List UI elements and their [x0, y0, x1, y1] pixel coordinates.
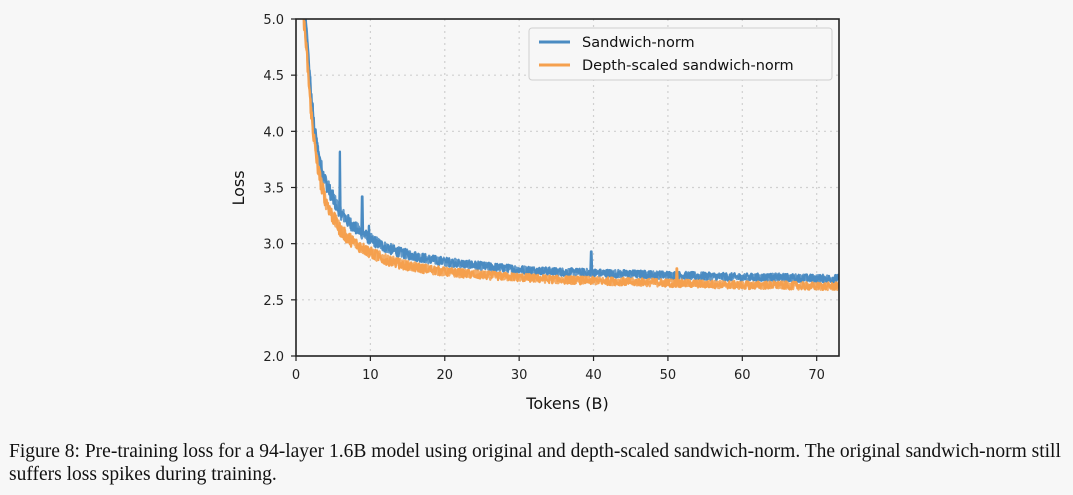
- y-tick-label: 5.0: [263, 13, 284, 28]
- x-tick-label: 10: [362, 368, 379, 383]
- y-axis-title: Loss: [229, 170, 248, 205]
- y-tick-label: 4.0: [263, 125, 284, 140]
- x-tick-label: 70: [808, 368, 825, 383]
- series-line-depth-scaled: [302, 19, 839, 291]
- x-tick-label: 30: [511, 368, 528, 383]
- legend: Sandwich-norm Depth-scaled sandwich-norm: [528, 27, 833, 81]
- loss-chart: 0 10 20 30 40 50 60 70 2.0 2.5 3.0 3.5 4.0 4.5 5.0 Tok…: [229, 13, 840, 413]
- y-tick-label: 3.5: [263, 182, 284, 197]
- series-line-sandwich-norm: [304, 19, 839, 284]
- y-tick-label: 4.5: [263, 69, 284, 84]
- series-group: [302, 19, 839, 292]
- x-tick-label: 50: [660, 368, 677, 383]
- legend-box: [528, 27, 833, 81]
- x-axis-title: Tokens (B): [525, 394, 608, 413]
- legend-label-depth-scaled: Depth-scaled sandwich-norm: [582, 58, 794, 74]
- y-tick-label: 3.0: [263, 238, 284, 253]
- y-tick-label: 2.0: [263, 350, 284, 365]
- legend-label-sandwich-norm: Sandwich-norm: [582, 35, 695, 51]
- x-tick-label: 0: [292, 368, 300, 383]
- y-tick-label: 2.5: [263, 294, 284, 309]
- axis-ticks: 0 10 20 30 40 50 60 70 2.0 2.5 3.0 3.5 4.0 4.5 5.0: [263, 13, 825, 383]
- x-tick-label: 20: [436, 368, 453, 383]
- x-tick-label: 60: [734, 368, 751, 383]
- figure-caption: Figure 8: Pre-training loss for a 94-lay…: [9, 441, 1061, 485]
- x-tick-label: 40: [585, 368, 602, 383]
